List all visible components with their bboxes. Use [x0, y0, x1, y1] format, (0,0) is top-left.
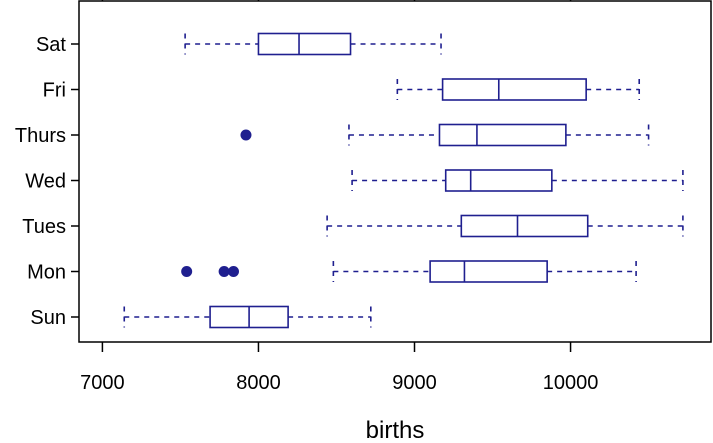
outlier-point [181, 266, 193, 277]
box-iqr [444, 169, 553, 192]
outlier-point [240, 129, 252, 141]
x-tick-label: 8000 [236, 372, 281, 394]
category-label: Sat [36, 34, 66, 56]
plot-frame [78, 0, 712, 343]
box-thurs [240, 123, 650, 147]
x-axis-title: births [366, 417, 425, 443]
box-iqr [257, 32, 352, 56]
box-iqr [441, 78, 587, 101]
outlier-point [218, 266, 230, 277]
category-label: Mon [27, 262, 66, 284]
box-tues [326, 214, 684, 238]
category-label: Wed [25, 171, 66, 193]
box-iqr [438, 123, 567, 147]
boxes [123, 32, 684, 329]
left-axis-ticks: Sat Fri Thurs Wed Tues Mon Sun [15, 34, 79, 329]
box-mon [181, 260, 637, 283]
box-sun [123, 305, 372, 329]
box-fri [396, 78, 641, 101]
category-label: Sun [30, 307, 66, 329]
category-label: Thurs [15, 125, 66, 147]
x-tick-label: 9000 [392, 372, 437, 394]
outlier-point [227, 266, 239, 277]
box-sat [184, 32, 442, 56]
x-tick-label: 7000 [80, 372, 125, 394]
category-label: Fri [43, 80, 66, 102]
box-iqr [429, 260, 548, 283]
category-label: Tues [22, 216, 66, 238]
bottom-axis-ticks: 7000 8000 9000 10000 [80, 342, 598, 394]
box-iqr [460, 214, 589, 238]
x-tick-label: 10000 [543, 372, 599, 394]
box-wed [351, 169, 684, 192]
